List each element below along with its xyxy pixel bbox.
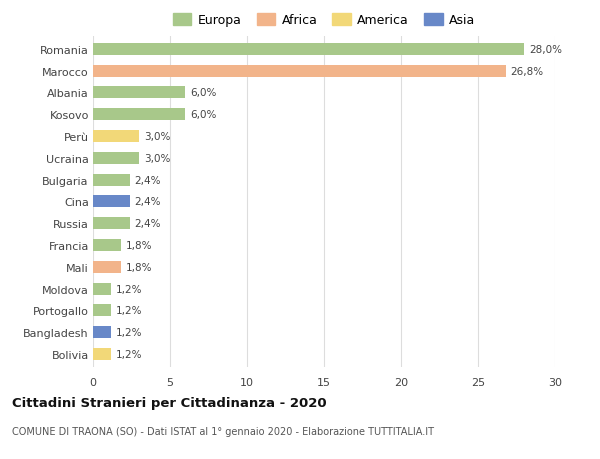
Bar	[93, 174, 130, 186]
Bar	[93, 196, 130, 208]
Text: 1,2%: 1,2%	[116, 327, 143, 337]
Bar	[93, 87, 185, 99]
Bar	[93, 261, 121, 273]
Text: 1,2%: 1,2%	[116, 349, 143, 359]
Bar	[93, 109, 185, 121]
Text: 2,4%: 2,4%	[134, 175, 161, 185]
Bar	[93, 152, 139, 164]
Text: 26,8%: 26,8%	[511, 67, 544, 77]
Text: 1,8%: 1,8%	[125, 262, 152, 272]
Text: 1,2%: 1,2%	[116, 284, 143, 294]
Bar	[93, 240, 121, 252]
Bar	[93, 66, 506, 78]
Text: Cittadini Stranieri per Cittadinanza - 2020: Cittadini Stranieri per Cittadinanza - 2…	[12, 396, 326, 409]
Bar	[93, 326, 112, 338]
Text: 2,4%: 2,4%	[134, 218, 161, 229]
Text: 6,0%: 6,0%	[190, 88, 217, 98]
Text: 28,0%: 28,0%	[529, 45, 562, 55]
Text: 6,0%: 6,0%	[190, 110, 217, 120]
Text: 1,8%: 1,8%	[125, 241, 152, 251]
Bar	[93, 218, 130, 230]
Text: 2,4%: 2,4%	[134, 197, 161, 207]
Text: COMUNE DI TRAONA (SO) - Dati ISTAT al 1° gennaio 2020 - Elaborazione TUTTITALIA.: COMUNE DI TRAONA (SO) - Dati ISTAT al 1°…	[12, 426, 434, 436]
Bar	[93, 305, 112, 317]
Text: 3,0%: 3,0%	[144, 153, 170, 163]
Text: 3,0%: 3,0%	[144, 132, 170, 142]
Bar	[93, 44, 524, 56]
Legend: Europa, Africa, America, Asia: Europa, Africa, America, Asia	[173, 14, 475, 27]
Bar	[93, 283, 112, 295]
Bar	[93, 348, 112, 360]
Bar	[93, 131, 139, 143]
Text: 1,2%: 1,2%	[116, 306, 143, 316]
